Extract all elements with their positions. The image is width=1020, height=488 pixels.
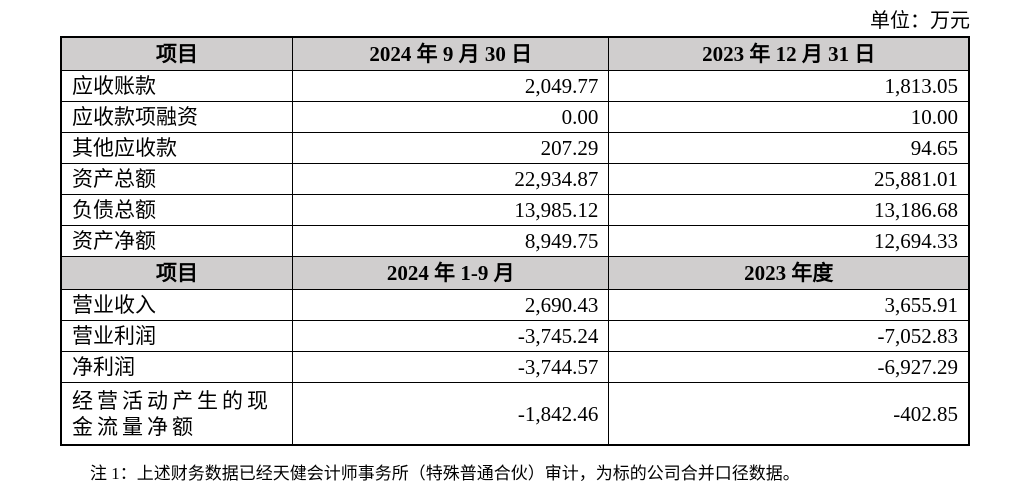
data-row: 资产净额 8,949.75 12,694.33 [60, 225, 970, 257]
value-cell: -6,927.29 [608, 351, 970, 383]
header-row: 项目 2024 年 1-9 月 2023 年度 [60, 256, 970, 290]
data-row: 经营活动产生的现金流量净额 -1,842.46 -402.85 [60, 382, 970, 446]
header-row: 项目 2024 年 9 月 30 日 2023 年 12 月 31 日 [60, 36, 970, 71]
label-cell: 资产总额 [60, 163, 293, 195]
value-cell: 94.65 [608, 132, 970, 164]
value-cell: -3,744.57 [291, 351, 610, 383]
label-cell: 经营活动产生的现金流量净额 [60, 382, 293, 446]
value-cell: 2,049.77 [291, 70, 610, 102]
value-cell: 1,813.05 [608, 70, 970, 102]
header-cell: 项目 [60, 256, 293, 290]
header-cell: 2023 年 12 月 31 日 [608, 36, 970, 71]
data-row: 负债总额 13,985.12 13,186.68 [60, 194, 970, 226]
label-text: 经营活动产生的现金流量净额 [72, 388, 272, 439]
data-row: 营业收入 2,690.43 3,655.91 [60, 289, 970, 321]
value-cell: 3,655.91 [608, 289, 970, 321]
value-cell: 2,690.43 [291, 289, 610, 321]
label-cell: 资产净额 [60, 225, 293, 257]
data-row: 应收账款 2,049.77 1,813.05 [60, 70, 970, 102]
label-cell: 营业利润 [60, 320, 293, 352]
financial-table: 项目 2024 年 9 月 30 日 2023 年 12 月 31 日应收账款 2,0… [60, 36, 970, 446]
data-row: 营业利润 -3,745.24 -7,052.83 [60, 320, 970, 352]
label-cell: 营业收入 [60, 289, 293, 321]
data-row: 其他应收款 207.29 94.65 [60, 132, 970, 164]
data-row: 净利润 -3,744.57 -6,927.29 [60, 351, 970, 383]
value-cell: 207.29 [291, 132, 610, 164]
value-cell: 13,186.68 [608, 194, 970, 226]
label-cell: 其他应收款 [60, 132, 293, 164]
label-cell: 净利润 [60, 351, 293, 383]
header-cell: 2024 年 9 月 30 日 [291, 36, 610, 71]
value-cell: 25,881.01 [608, 163, 970, 195]
header-cell: 2024 年 1-9 月 [291, 256, 610, 290]
data-row: 资产总额 22,934.87 25,881.01 [60, 163, 970, 195]
footnote: 注 1：上述财务数据已经天健会计师事务所（特殊普通合伙）审计，为标的公司合并口径… [90, 464, 800, 483]
value-cell: 0.00 [291, 101, 610, 133]
value-cell: 13,985.12 [291, 194, 610, 226]
unit-label: 单位：万元 [870, 10, 970, 32]
value-cell: -402.85 [608, 382, 970, 446]
data-row: 应收款项融资 0.00 10.00 [60, 101, 970, 133]
value-cell: -7,052.83 [608, 320, 970, 352]
value-cell: 22,934.87 [291, 163, 610, 195]
label-cell: 负债总额 [60, 194, 293, 226]
value-cell: 10.00 [608, 101, 970, 133]
value-cell: 12,694.33 [608, 225, 970, 257]
value-cell: 8,949.75 [291, 225, 610, 257]
header-cell: 2023 年度 [608, 256, 970, 290]
label-cell: 应收款项融资 [60, 101, 293, 133]
value-cell: -3,745.24 [291, 320, 610, 352]
header-cell: 项目 [60, 36, 293, 71]
label-cell: 应收账款 [60, 70, 293, 102]
value-cell: -1,842.46 [291, 382, 610, 446]
